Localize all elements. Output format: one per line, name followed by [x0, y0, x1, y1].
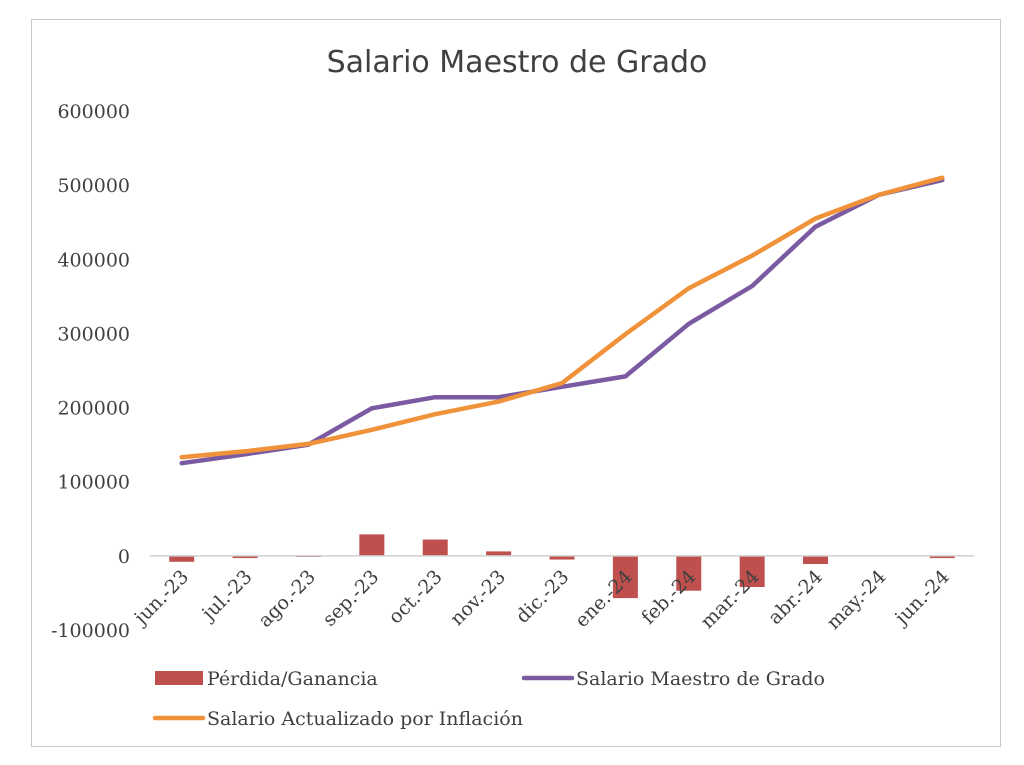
x-tick-label: feb.-24 [637, 566, 700, 629]
x-tick-label: dic.-23 [512, 566, 574, 628]
x-tick-label: may.-24 [822, 566, 890, 634]
chart-frame [31, 19, 1001, 747]
legend-swatch-bar [155, 671, 203, 685]
bar-perdida-ganancia-sep.-23 [359, 534, 385, 556]
x-tick-label: abr.-24 [764, 566, 827, 629]
bar-series [169, 534, 955, 599]
x-tick-label: oct.-23 [384, 566, 446, 628]
x-tick-label: ene.-24 [571, 566, 637, 632]
y-tick-label: 100000 [57, 472, 130, 494]
y-tick-label: -100000 [51, 620, 130, 642]
y-tick-label: 0 [118, 546, 130, 568]
y-axis-ticks: -100000 0 100000 200000 300000 400000 500000 60… [51, 101, 130, 642]
line-series-1 [179, 177, 945, 466]
bar-perdida-ganancia-jun.-23 [169, 555, 195, 562]
bar-perdida-ganancia-jul.-23 [232, 555, 258, 559]
x-tick-label: ago.-23 [254, 566, 320, 632]
y-tick-label: 300000 [57, 323, 130, 345]
legend-label: Salario Actualizado por Inflación [207, 708, 523, 730]
bar-perdida-ganancia-jun.-24 [929, 555, 955, 559]
x-tick-label: nov.-23 [446, 566, 510, 630]
bar-perdida-ganancia-feb.-24 [676, 555, 702, 591]
bar-perdida-ganancia-dic.-23 [549, 555, 575, 560]
x-tick-label: jun.-24 [889, 566, 953, 630]
line-series [179, 175, 945, 466]
legend-label: Salario Maestro de Grado [576, 668, 825, 690]
x-tick-label: sep.-23 [318, 566, 383, 631]
x-tick-label: mar.-24 [697, 566, 764, 633]
legend-label: Pérdida/Ganancia [207, 668, 378, 690]
bar-perdida-ganancia-mar.-24 [739, 555, 765, 587]
y-tick-label: 200000 [57, 398, 130, 420]
y-tick-label: 600000 [57, 101, 130, 123]
bar-perdida-ganancia-oct.-23 [422, 539, 448, 556]
y-tick-label: 500000 [57, 175, 130, 197]
y-tick-label: 400000 [57, 249, 130, 271]
x-tick-label: jun.-23 [129, 566, 193, 630]
legend: Pérdida/Ganancia Salario Maestro de Grado… [152, 668, 825, 730]
bar-perdida-ganancia-ene.-24 [612, 555, 638, 599]
x-tick-label: jul.-23 [197, 566, 257, 626]
bar-perdida-ganancia-nov.-23 [486, 551, 512, 556]
bar-perdida-ganancia-abr.-24 [803, 555, 829, 565]
chart-title: Salario Maestro de Grado [327, 45, 708, 80]
